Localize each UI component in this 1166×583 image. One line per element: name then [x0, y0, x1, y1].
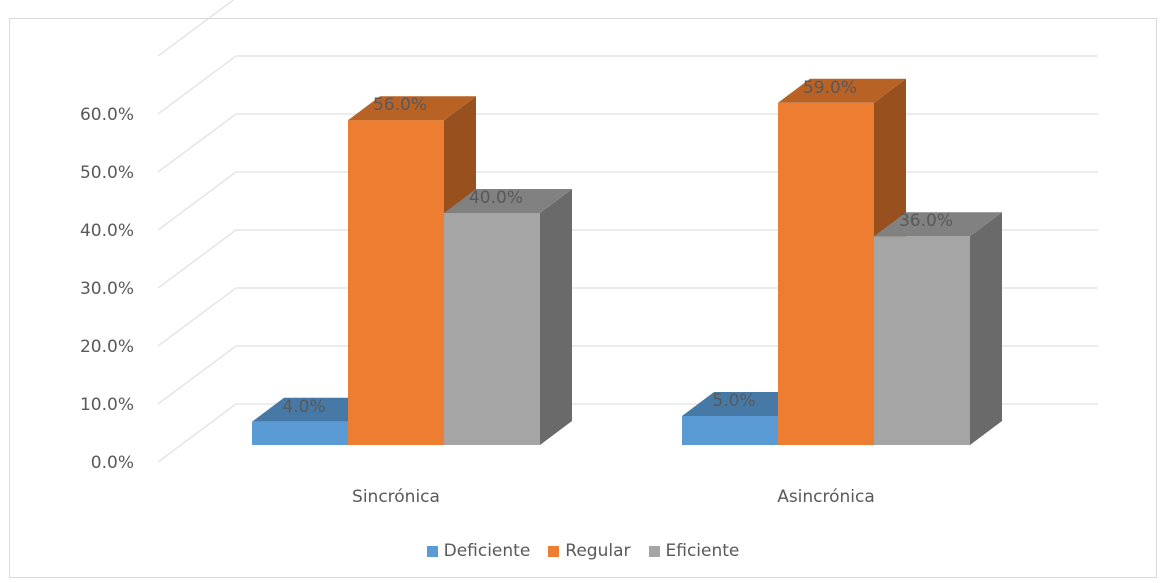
chart-frame: [9, 18, 1157, 578]
legend-item-regular: Regular: [548, 541, 631, 561]
legend-swatch-regular: [548, 545, 560, 557]
bar-front: [348, 120, 444, 445]
bar-front: [778, 102, 874, 446]
bar-top: [778, 78, 906, 103]
x-category-label: Asincrónica: [777, 487, 875, 507]
y-tick-label: 20.0%: [80, 337, 134, 357]
legend-label-regular: Regular: [565, 541, 631, 561]
y-tick-label: 30.0%: [80, 279, 134, 299]
x-category-label: Sincrónica: [352, 487, 440, 507]
legend-item-deficiente: Deficiente: [426, 541, 531, 561]
bar-front: [444, 213, 540, 445]
bar-side: [970, 212, 1002, 445]
y-tick-label: 60.0%: [80, 105, 134, 125]
legend-label-eficiente: Eficiente: [665, 541, 740, 561]
legend-swatch-eficiente: [648, 545, 660, 557]
data-label: 56.0%: [373, 95, 427, 115]
gridline: [157, 0, 235, 57]
data-label: 59.0%: [803, 78, 857, 98]
legend-label-deficiente: Deficiente: [443, 541, 531, 561]
y-tick-label: 0.0%: [91, 453, 134, 473]
data-label: 4.0%: [282, 397, 325, 417]
bar-top: [874, 212, 1002, 237]
y-tick-label: 50.0%: [80, 163, 134, 183]
legend-swatch-deficiente: [426, 545, 438, 557]
bar-front: [874, 236, 970, 445]
y-tick-label: 40.0%: [80, 221, 134, 241]
data-label: 5.0%: [712, 391, 755, 411]
bar-front: [252, 421, 348, 445]
bar-top: [348, 96, 476, 121]
legend-item-eficiente: Eficiente: [648, 541, 740, 561]
bar-top: [444, 189, 572, 213]
data-label: 40.0%: [469, 188, 523, 208]
bar-side: [540, 189, 572, 445]
legend: Deficiente Regular Eficiente: [0, 541, 1166, 561]
gridline: [157, 113, 1098, 173]
y-tick-label: 10.0%: [80, 395, 134, 415]
bar-front: [682, 416, 778, 445]
data-label: 36.0%: [899, 211, 953, 231]
gridline: [157, 55, 1098, 115]
